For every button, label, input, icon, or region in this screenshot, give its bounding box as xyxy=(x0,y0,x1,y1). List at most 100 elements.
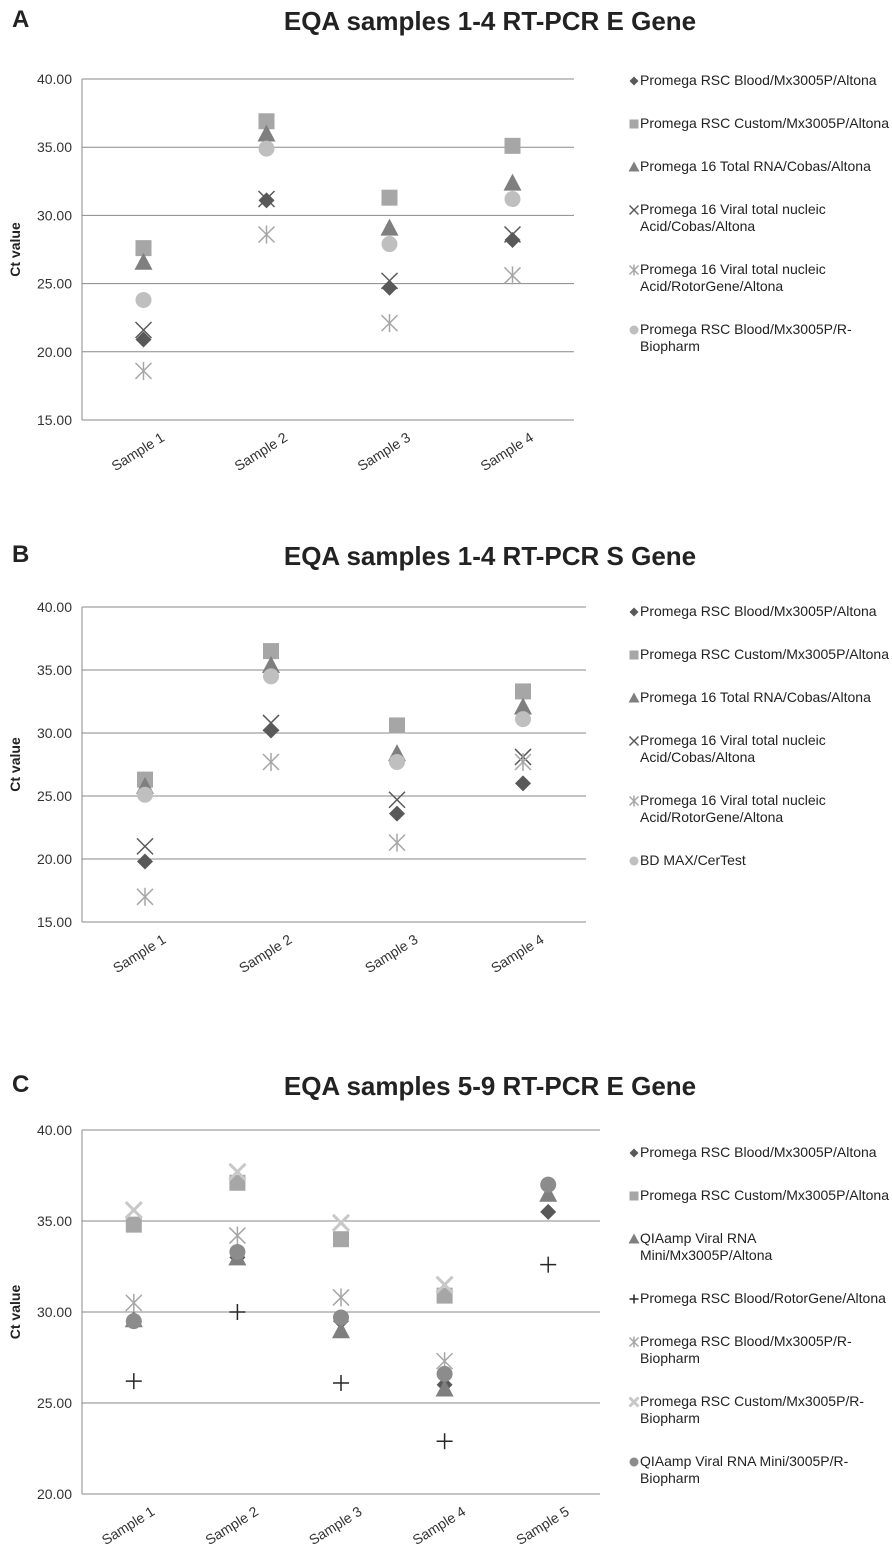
panel-letter: C xyxy=(12,1071,30,1098)
data-point xyxy=(136,837,154,855)
legend-item: QIAamp Viral RNA Mini/3005P/R-Biopharm xyxy=(628,1453,890,1487)
y-tick-label: 40.00 xyxy=(37,599,72,615)
chart-legend: Promega RSC Blood/Mx3005P/Altona Promega … xyxy=(628,603,890,895)
data-point xyxy=(125,1216,142,1233)
legend-item: Promega 16 Total RNA/Cobas/Altona xyxy=(628,689,890,706)
chart-panel-a: A EQA samples 1-4 RT-PCR E Gene 15.00 20.… xyxy=(0,0,892,520)
data-point xyxy=(389,753,405,770)
legend-label: Promega RSC Custom/Mx3005P/Altona xyxy=(640,1187,889,1203)
legend-label: QIAamp Viral RNA Mini/Mx3005P/Altona xyxy=(640,1230,773,1263)
data-point xyxy=(135,240,152,257)
data-point xyxy=(134,361,153,380)
data-point xyxy=(125,1313,142,1330)
legend-label: Promega 16 Viral total nucleic Acid/Roto… xyxy=(640,261,826,294)
y-tick-label: 15.00 xyxy=(37,412,72,428)
data-point xyxy=(135,291,152,308)
legend-label: QIAamp Viral RNA Mini/3005P/R-Biopharm xyxy=(640,1453,849,1486)
y-tick-label: 25.00 xyxy=(37,276,72,292)
data-point xyxy=(380,314,399,333)
data-point xyxy=(540,1203,557,1220)
legend-item: Promega RSC Blood/Mx3005P/R-Biopharm xyxy=(628,321,890,355)
y-tick-label: 30.00 xyxy=(37,207,72,223)
data-point xyxy=(333,1374,349,1391)
data-point xyxy=(135,331,152,348)
data-point xyxy=(503,173,522,191)
y-axis-label: Ct value xyxy=(7,222,23,277)
data-point xyxy=(435,1275,454,1294)
data-point xyxy=(435,1379,454,1397)
data-point xyxy=(504,231,521,248)
data-point xyxy=(263,668,279,685)
data-point xyxy=(381,279,398,296)
y-axis-label: Ct value xyxy=(7,737,23,792)
legend-marker-icon xyxy=(629,650,639,660)
legend-item: Promega 16 Viral total nucleic Acid/Roto… xyxy=(628,792,890,826)
y-tick-label: 35.00 xyxy=(37,662,72,678)
legend-label: Promega 16 Viral total nucleic Acid/Coba… xyxy=(640,732,826,765)
data-point xyxy=(229,1243,246,1260)
data-point xyxy=(134,321,153,339)
legend-item: Promega RSC Blood/Mx3005P/Altona xyxy=(628,1144,890,1161)
data-point xyxy=(257,124,276,142)
legend-marker-icon xyxy=(629,1148,639,1158)
legend-label: Promega RSC Custom/Mx3005P/R-Biopharm xyxy=(640,1393,865,1426)
legend-item: Promega RSC Blood/Mx3005P/Altona xyxy=(628,603,890,620)
data-point xyxy=(229,1304,246,1320)
data-point xyxy=(540,1176,557,1193)
chart-panel-c: C EQA samples 5-9 RT-PCR E Gene 20.00 25.… xyxy=(0,1065,892,1562)
data-point xyxy=(540,1256,557,1273)
data-point xyxy=(514,697,532,715)
data-point xyxy=(333,1309,349,1326)
legend-marker-icon xyxy=(629,856,639,866)
data-point xyxy=(380,272,399,290)
x-tick-label: Sample 1 xyxy=(108,429,167,474)
legend-item: Promega RSC Custom/Mx3005P/Altona xyxy=(628,1187,890,1204)
data-point xyxy=(331,1213,351,1232)
legend-label: BD MAX/CerTest xyxy=(640,852,746,868)
legend-label: Promega 16 Total RNA/Cobas/Altona xyxy=(640,689,871,705)
legend-label: Promega RSC Blood/Mx3005P/R-Biopharm xyxy=(640,1333,852,1366)
x-tick-label: Sample 5 xyxy=(513,1503,572,1548)
data-point xyxy=(262,655,280,673)
x-tick-label: Sample 4 xyxy=(477,429,536,474)
y-tick-label: 20.00 xyxy=(37,344,72,360)
data-point xyxy=(515,775,531,792)
legend-marker-icon xyxy=(629,607,639,617)
data-point xyxy=(258,192,275,209)
x-tick-label: Sample 3 xyxy=(362,931,421,976)
legend-item: Promega RSC Blood/Mx3005P/R-Biopharm xyxy=(628,1333,890,1367)
x-tick-label: Sample 4 xyxy=(488,931,547,976)
legend-marker-icon xyxy=(628,264,640,276)
data-point xyxy=(388,791,406,809)
y-tick-label: 25.00 xyxy=(37,788,72,804)
data-point xyxy=(257,225,276,244)
panel-letter: B xyxy=(12,541,30,568)
legend-item: Promega RSC Blood/Mx3005P/Altona xyxy=(628,72,890,89)
legend-marker-icon xyxy=(629,1294,639,1304)
legend-label: Promega 16 Viral total nucleic Acid/Coba… xyxy=(640,201,826,234)
legend-marker-icon xyxy=(628,1233,640,1244)
legend-marker-icon xyxy=(628,161,640,172)
legend-label: Promega RSC Custom/Mx3005P/Altona xyxy=(640,646,889,662)
data-point xyxy=(257,190,276,208)
x-tick-label: Sample 4 xyxy=(410,1503,469,1548)
panel-letter: A xyxy=(12,6,30,33)
legend-marker-icon xyxy=(629,76,639,86)
data-point xyxy=(381,189,398,206)
data-point xyxy=(229,1174,246,1191)
chart-title: EQA samples 1-4 RT-PCR S Gene xyxy=(283,541,697,571)
data-point xyxy=(380,218,399,236)
x-tick-label: Sample 2 xyxy=(236,931,295,976)
y-tick-label: 35.00 xyxy=(37,1213,72,1229)
data-point xyxy=(389,805,405,822)
legend-marker-icon xyxy=(629,1457,639,1467)
data-point xyxy=(503,225,522,244)
legend-item: Promega 16 Total RNA/Cobas/Altona xyxy=(628,158,890,175)
data-point xyxy=(436,1365,453,1382)
chart-title: EQA samples 1-4 RT-PCR E Gene xyxy=(283,6,697,36)
scatter-plot-a: 15.00 20.00 25.00 30.00 35.00 40.00 Ct value Sa… xyxy=(7,71,574,474)
legend-label: Promega RSC Blood/Mx3005P/Altona xyxy=(640,72,877,88)
y-tick-label: 25.00 xyxy=(37,1395,72,1411)
legend-item: Promega RSC Custom/Mx3005P/Altona xyxy=(628,115,890,132)
legend-marker-icon xyxy=(629,325,639,335)
